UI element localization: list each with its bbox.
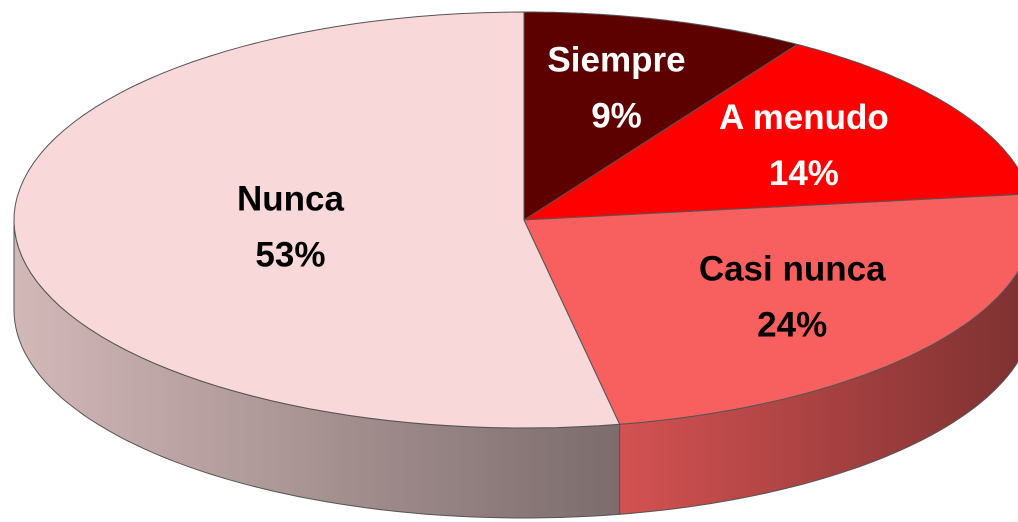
- value-label: 14%: [769, 154, 839, 193]
- slice-label: Nunca: [237, 179, 345, 218]
- pie-slice: [13, 11, 621, 429]
- slice-label: A menudo: [719, 98, 889, 137]
- pie-slice: [522, 43, 1018, 221]
- pie-slice: [523, 194, 1018, 425]
- value-label: 53%: [255, 235, 325, 274]
- slice-label: Siempre: [547, 40, 685, 79]
- value-label: 24%: [757, 306, 827, 345]
- slice-label: Casi nunca: [699, 250, 886, 289]
- pie-slice: [523, 11, 799, 221]
- value-label: 9%: [591, 96, 642, 135]
